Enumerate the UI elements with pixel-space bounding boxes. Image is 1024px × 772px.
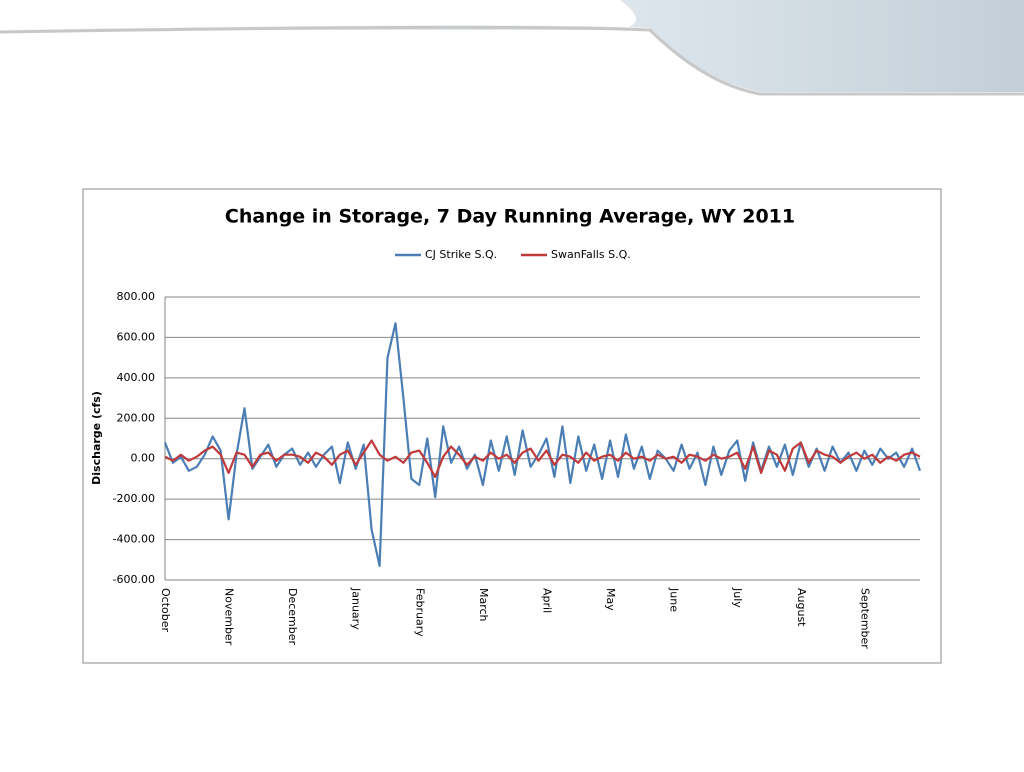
legend-label: CJ Strike S.Q. [425, 248, 497, 261]
header-swoosh [0, 25, 1024, 96]
y-tick-label: -400.00 [113, 533, 155, 546]
series-line [164, 439, 921, 478]
y-tick-label: 0.00 [131, 452, 156, 465]
x-tick-label: March [477, 588, 490, 622]
header-decoration [0, 0, 1024, 92]
x-tick-label: December [286, 588, 299, 646]
y-tick-label: 600.00 [117, 330, 156, 343]
series-line [163, 322, 922, 567]
x-tick-label: February [413, 588, 426, 637]
x-tick-label: April [540, 588, 553, 613]
y-tick-label: -600.00 [113, 573, 155, 586]
chart-frame [82, 188, 942, 664]
x-tick-label: October [159, 588, 172, 632]
legend-label: SwanFalls S.Q. [551, 248, 631, 261]
chart-title: Change in Storage, 7 Day Running Average… [225, 206, 795, 228]
y-axis-label: Discharge (cfs) [90, 391, 103, 485]
x-tick-label: July [731, 587, 744, 608]
x-tick-label: May [604, 588, 617, 611]
y-tick-label: 800.00 [117, 290, 156, 303]
x-tick-label: January [350, 587, 363, 630]
y-tick-label: 200.00 [117, 411, 156, 424]
x-tick-label: August [795, 588, 808, 627]
x-tick-label: September [858, 588, 871, 649]
y-tick-label: -200.00 [113, 492, 155, 505]
x-tick-label: June [668, 587, 681, 612]
y-tick-label: 400.00 [117, 371, 156, 384]
x-tick-label: November [223, 588, 236, 646]
